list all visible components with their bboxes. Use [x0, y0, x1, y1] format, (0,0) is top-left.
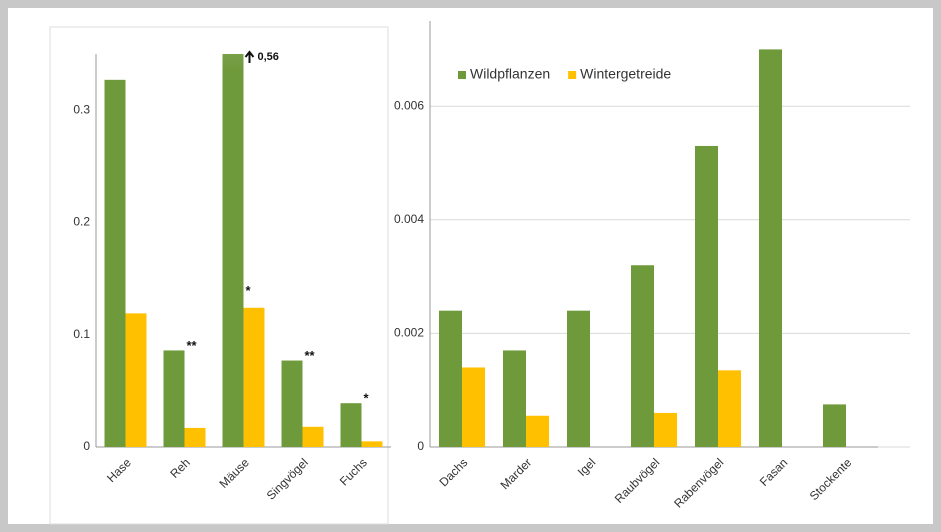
y-tick-label: 0.2: [73, 215, 90, 229]
bar: [567, 310, 590, 447]
value-label: 0,56: [258, 51, 279, 63]
bar: [281, 360, 303, 447]
bar: [125, 313, 147, 447]
bar: [759, 49, 782, 448]
bar: [163, 350, 185, 447]
y-tick-label: 0.006: [394, 98, 424, 112]
significance-marker: **: [187, 338, 198, 353]
y-tick-label: 0.002: [394, 326, 424, 340]
bar: [718, 370, 741, 447]
significance-marker: *: [364, 391, 370, 406]
bar: [243, 307, 265, 447]
y-tick-label: 0: [83, 439, 90, 453]
bar: [462, 367, 485, 447]
bar: [503, 350, 526, 447]
y-tick-label: 0.004: [394, 212, 424, 226]
bar: [222, 54, 244, 447]
significance-marker: **: [305, 348, 316, 363]
bar: [695, 145, 718, 447]
legend-swatch: [458, 71, 466, 79]
bar: [184, 427, 206, 447]
legend-swatch: [568, 71, 577, 79]
bar: [654, 412, 677, 447]
y-tick-label: 0: [417, 439, 424, 453]
legend-label: Wildpflanzen: [470, 66, 550, 82]
bar: [823, 404, 846, 447]
left-panel: [49, 26, 389, 525]
bar: [361, 441, 383, 447]
arrow-icon: [244, 50, 255, 63]
bar: [104, 79, 126, 447]
bar: [631, 265, 654, 447]
bar: [439, 310, 462, 447]
significance-marker: *: [246, 283, 252, 298]
bars: [104, 54, 383, 447]
y-tick-label: 0.3: [73, 102, 90, 116]
bar: [340, 403, 362, 447]
legend-label: Wintergetreide: [580, 66, 671, 82]
bar: [526, 415, 549, 447]
y-tick-label: 0.1: [73, 327, 90, 341]
bar: [302, 426, 324, 447]
bars: [439, 49, 846, 448]
